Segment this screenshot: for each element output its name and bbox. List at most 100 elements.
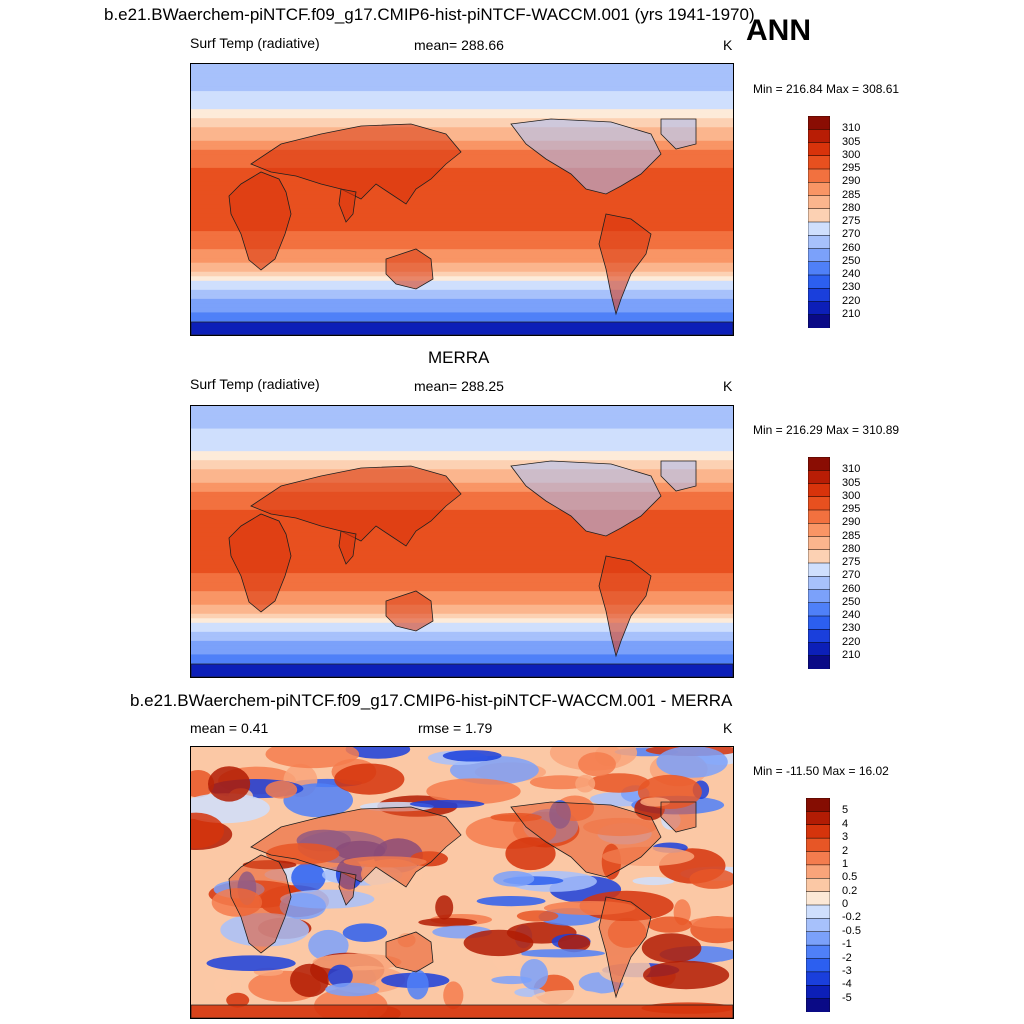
- colorbar-tick-label: 285: [842, 529, 861, 542]
- lat-band: [191, 527, 733, 534]
- lat-band: [191, 613, 733, 619]
- panel3-rmse: rmse = 1.79: [418, 720, 493, 736]
- lat-band: [191, 167, 733, 173]
- panel2-map: [190, 405, 734, 678]
- colorbar-tick-label: 280: [842, 201, 861, 214]
- colorbar-box: [807, 602, 831, 617]
- anomaly-blob: [226, 992, 250, 1008]
- colorbar-box: [807, 523, 831, 538]
- lat-band: [191, 518, 733, 525]
- colorbar-tick-label: 2: [842, 844, 849, 857]
- colorbar-tick-label: 0: [842, 898, 849, 910]
- anomaly-blob: [345, 747, 411, 759]
- lat-band: [191, 86, 733, 92]
- colorbar-box: [807, 301, 831, 316]
- lat-band: [191, 127, 733, 133]
- anomaly-blob: [279, 893, 326, 920]
- colorbar-tick-label: 260: [842, 582, 861, 595]
- land-region: [385, 590, 434, 632]
- colorbar-box: [805, 998, 831, 1013]
- land-region: [510, 801, 662, 878]
- land-region: [191, 1004, 733, 1018]
- anomaly-blob: [418, 917, 478, 927]
- colorbar-box: [805, 985, 831, 1000]
- colorbar-tick-label: 300: [842, 148, 861, 161]
- panel2-colorbar-labels: 310 305 300 295 290 285 280 275 270 260 250 240 230 2…: [842, 457, 882, 669]
- lat-band: [191, 496, 733, 502]
- lat-band: [191, 428, 733, 434]
- lat-band: [191, 204, 733, 210]
- lat-band: [191, 285, 733, 291]
- land-region: [191, 321, 733, 335]
- land-region: [228, 854, 292, 954]
- panel3-units: K: [723, 720, 733, 736]
- lat-band: [191, 258, 733, 264]
- colorbar-tick-label: 4: [842, 817, 849, 830]
- lat-band: [191, 217, 733, 223]
- lat-band: [191, 271, 733, 277]
- colorbar-tick-label: -0.5: [842, 924, 861, 937]
- colorbar-tick-label: 305: [842, 476, 861, 489]
- lat-band: [191, 631, 733, 637]
- anomaly-blob: [426, 778, 521, 805]
- lat-band: [191, 262, 733, 268]
- colorbar-box: [807, 208, 831, 223]
- colorbar-tick-label: 305: [842, 135, 861, 148]
- map0-svg: [191, 64, 733, 335]
- lat-band: [191, 595, 733, 601]
- colorbar-box: [807, 274, 831, 289]
- lat-band: [191, 316, 733, 323]
- anomaly-blob: [283, 783, 353, 818]
- lat-band: [191, 294, 733, 300]
- colorbar-tick-label: -2: [842, 951, 852, 964]
- colorbar-box: [805, 837, 831, 853]
- anomaly-blob: [442, 750, 502, 762]
- lat-band: [191, 208, 733, 214]
- anomaly-blob: [493, 871, 535, 887]
- colorbar-tick-label: 210: [842, 648, 861, 661]
- anomaly-blob: [435, 895, 454, 920]
- anomaly-blob: [520, 959, 548, 990]
- lat-band: [191, 276, 733, 282]
- lat-band: [191, 64, 733, 70]
- colorbar-tick-label: 310: [842, 122, 861, 135]
- lat-band: [191, 491, 733, 497]
- lat-band: [191, 77, 733, 83]
- land-region: [385, 248, 434, 290]
- colorbar-box: [807, 182, 831, 197]
- anomaly-blob: [334, 763, 405, 795]
- colorbar-tick-label: 230: [842, 281, 861, 294]
- colorbar-box: [805, 891, 831, 906]
- lat-band: [191, 136, 733, 142]
- panel2-colorbar: [807, 456, 831, 670]
- lat-band: [191, 73, 733, 79]
- colorbar-tick-label: -0.2: [842, 911, 861, 924]
- lat-band: [191, 536, 733, 543]
- lat-band: [191, 213, 733, 219]
- colorbar-box: [805, 811, 831, 826]
- anomaly-blob: [656, 747, 728, 778]
- land-region: [250, 465, 462, 547]
- lat-band: [191, 109, 733, 115]
- colorbar-box: [807, 168, 831, 183]
- lat-band: [191, 307, 733, 314]
- lat-band: [191, 455, 733, 461]
- land-region: [510, 460, 662, 537]
- colorbar-box: [807, 536, 831, 551]
- colorbar-box: [805, 824, 831, 839]
- lat-band: [191, 104, 733, 110]
- panel1-minmax: Min = 216.84 Max = 308.61: [753, 82, 900, 96]
- colorbar-box: [807, 576, 831, 591]
- panel2-units: K: [723, 378, 733, 394]
- lat-band: [191, 194, 733, 201]
- colorbar-box: [805, 918, 831, 933]
- lat-band: [191, 555, 733, 561]
- colorbar-tick-label: 220: [842, 635, 861, 648]
- cbar0-svg: [807, 115, 831, 329]
- panel2-variable: Surf Temp (radiative): [190, 376, 320, 392]
- land-region: [338, 530, 357, 565]
- lat-band: [191, 91, 733, 97]
- colorbar-tick-label: 280: [842, 542, 861, 555]
- map2-svg: [191, 747, 733, 1018]
- lat-band: [191, 267, 733, 273]
